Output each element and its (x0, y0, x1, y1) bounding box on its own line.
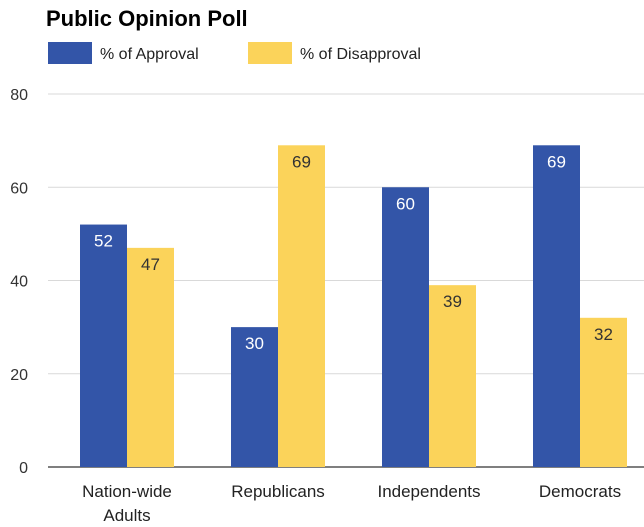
x-axis: Nation-wide Adults Republicans Independents… (82, 482, 621, 525)
legend-swatch (248, 42, 292, 64)
bar (127, 247, 174, 467)
data-label: 47 (141, 255, 160, 274)
data-label: 60 (396, 194, 415, 213)
bar (533, 145, 580, 467)
data-label: 69 (292, 152, 311, 171)
bar (580, 317, 627, 467)
y-tick-label: 20 (10, 367, 28, 384)
y-tick-label: 0 (19, 460, 28, 477)
legend-label: % of Disapproval (300, 46, 421, 63)
data-label: 52 (94, 232, 113, 251)
bar (80, 224, 127, 467)
y-tick-label: 40 (10, 274, 28, 291)
y-tick-label: 60 (10, 180, 28, 197)
legend-swatch (48, 42, 92, 64)
legend: % of Approval % of Disapproval (48, 42, 421, 64)
data-label: 30 (245, 334, 264, 353)
x-tick-label: Republicans (231, 482, 325, 501)
data-label: 32 (594, 325, 613, 344)
data-label: 39 (443, 292, 462, 311)
legend-label: % of Approval (100, 46, 199, 63)
x-tick-label: Adults (103, 506, 150, 525)
chart-title: Public Opinion Poll (46, 6, 248, 31)
bar (382, 187, 429, 467)
x-tick-label: Nation-wide (82, 482, 172, 501)
bars: 52 47 30 69 60 39 69 32 (80, 145, 627, 467)
x-tick-label: Independents (377, 482, 480, 501)
y-axis: 0 20 40 60 80 (10, 87, 28, 477)
x-tick-label: Democrats (539, 482, 621, 501)
y-tick-label: 80 (10, 87, 28, 104)
data-label: 69 (547, 152, 566, 171)
bar (231, 327, 278, 467)
bar (429, 285, 476, 467)
bar (278, 145, 325, 467)
